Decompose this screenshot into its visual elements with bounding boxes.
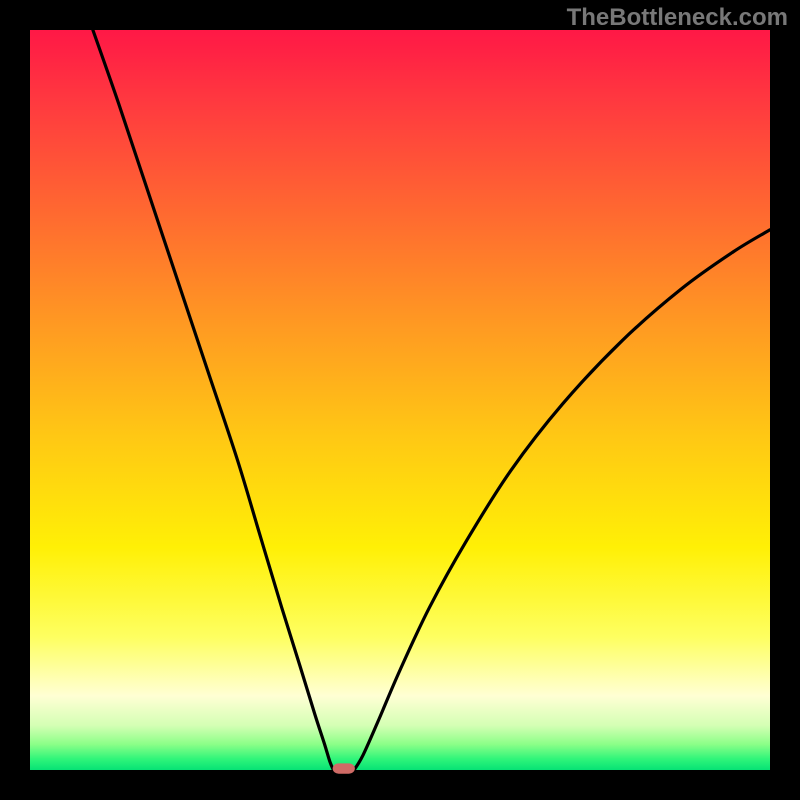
chart-frame: TheBottleneck.com	[0, 0, 800, 800]
optimum-marker	[333, 763, 355, 773]
bottleneck-curve-chart	[0, 0, 800, 800]
plot-background	[30, 30, 770, 770]
